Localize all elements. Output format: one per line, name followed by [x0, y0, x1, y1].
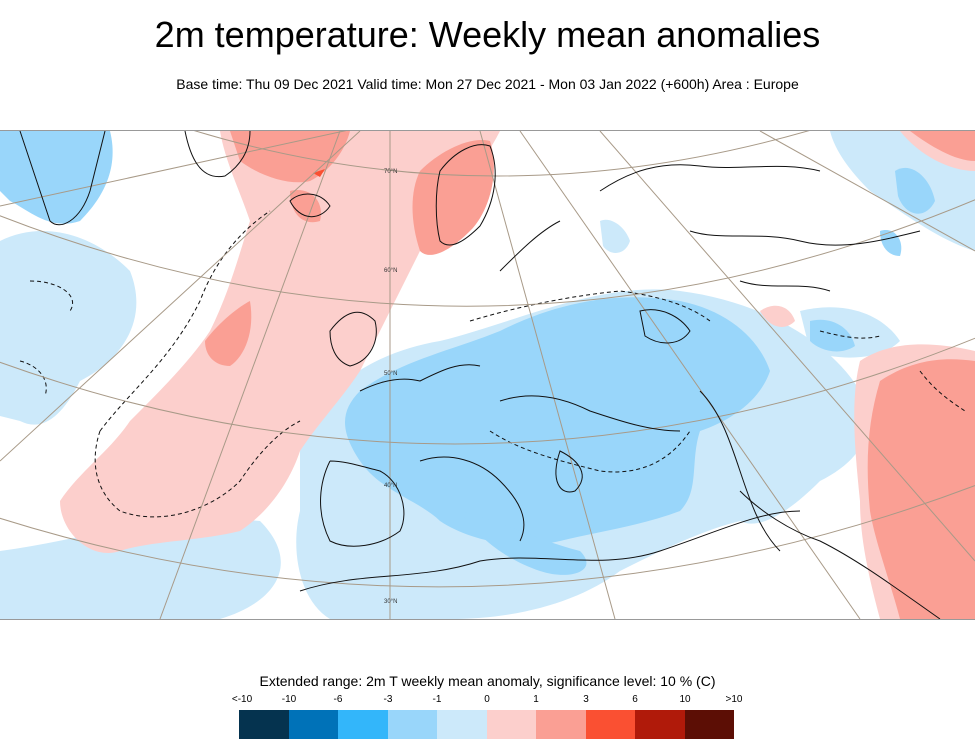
- legend-swatch-7: [585, 710, 635, 739]
- anomaly-red-areas: [205, 131, 975, 619]
- legend-tick: 10: [679, 694, 691, 705]
- anomaly-blue-areas: [0, 131, 935, 575]
- coastlines: [19, 131, 941, 619]
- legend-tick: -6: [333, 694, 343, 705]
- lat-label-50: 50°N: [384, 371, 397, 377]
- legend-tick: 6: [632, 694, 638, 705]
- chart-title: 2m temperature: Weekly mean anomalies: [154, 14, 821, 55]
- legend-tick: -10: [281, 694, 297, 705]
- map-canvas: 70°N 60°N 50°N 40°N 30°N: [0, 131, 975, 619]
- legend-tick: -3: [383, 694, 393, 705]
- lat-label-70: 70°N: [384, 169, 397, 175]
- lat-label-40: 40°N: [384, 483, 397, 489]
- legend-swatch-2: [338, 710, 388, 739]
- legend-swatch-8: [635, 710, 685, 739]
- legend-swatch-0: [239, 710, 289, 739]
- legend-tick: 3: [583, 694, 589, 705]
- legend-swatch-5: [486, 710, 536, 739]
- legend-tick: 0: [484, 694, 490, 705]
- graticule-latitudes: [0, 131, 975, 588]
- legend-swatch-3: [387, 710, 437, 739]
- legend-tick: -1: [432, 694, 442, 705]
- legend-swatch-9: [684, 710, 734, 739]
- legend-tick: 1: [533, 694, 539, 705]
- legend-title: Extended range: 2m T weekly mean anomaly…: [259, 673, 716, 689]
- anomaly-strong-red-spot: [313, 169, 325, 177]
- lat-label-60: 60°N: [384, 268, 397, 274]
- legend-colorbar: [239, 710, 734, 739]
- lat-label-30: 30°N: [384, 599, 397, 605]
- legend-tick: <-10: [231, 694, 253, 705]
- anomaly-map: 70°N 60°N 50°N 40°N 30°N: [0, 130, 975, 620]
- legend-swatch-6: [536, 710, 586, 739]
- latitude-labels: 70°N 60°N 50°N 40°N 30°N: [384, 169, 397, 605]
- chart-subtitle: Base time: Thu 09 Dec 2021 Valid time: M…: [176, 76, 799, 92]
- legend-swatch-4: [437, 710, 487, 739]
- legend-swatch-1: [288, 710, 338, 739]
- graticule-meridians: [0, 131, 975, 619]
- legend-ticks: <-10 -10 -6 -3 -1 0 1 3 6 10 >10: [0, 694, 975, 708]
- significance-contours: [19, 210, 966, 518]
- legend-tick: >10: [725, 694, 743, 705]
